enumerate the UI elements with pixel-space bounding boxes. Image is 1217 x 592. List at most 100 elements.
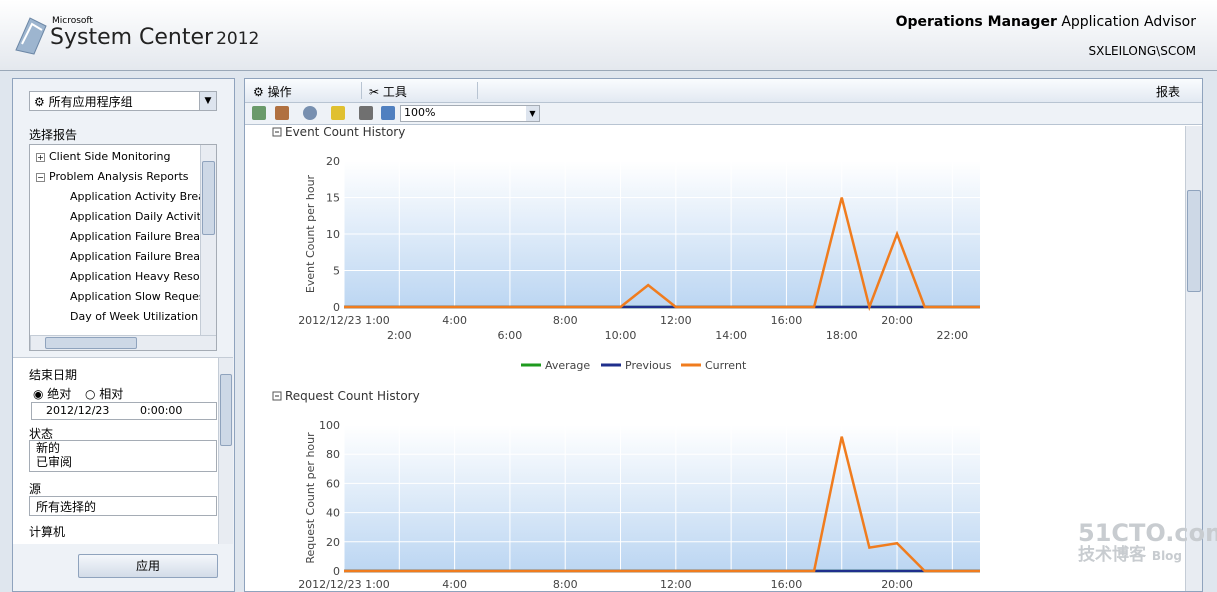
zoom-select[interactable]: 100% ▼ <box>400 105 540 122</box>
date-text: 2012/12/23 <box>46 404 110 417</box>
y-tick-label: 80 <box>326 448 340 461</box>
reports-menu[interactable]: 报表 <box>1155 85 1180 99</box>
y-tick-label: 15 <box>326 192 340 205</box>
tree-item[interactable]: − Problem Analysis Reports <box>36 168 188 186</box>
brand-version: 2012 <box>216 29 260 49</box>
tree-label: Day of Week Utilization <box>70 310 199 323</box>
watermark-blog: Blog <box>1151 549 1183 563</box>
group-select[interactable]: ⚙ 所有应用程序组 ▼ <box>29 91 217 111</box>
tree-label: Application Failure Breakdown <box>70 230 216 243</box>
tree-item[interactable]: Application Slow Request A <box>70 288 216 306</box>
x-tick-label: 20:00 <box>881 314 913 327</box>
icon[interactable] <box>331 106 345 120</box>
x-tick-label: 20:00 <box>881 578 913 590</box>
expander[interactable]: − <box>36 172 45 182</box>
tree-hscrollbar <box>30 335 216 350</box>
x-tick-label: 22:00 <box>936 329 968 342</box>
tree-item[interactable]: Application Failure Breakdown <box>70 228 216 246</box>
source-label: 源 <box>29 482 42 496</box>
actions-text: 操作 <box>267 85 292 99</box>
sidebar: ⚙ 所有应用程序组 ▼ 选择报告 Day of Week Utilization… <box>12 78 235 592</box>
end-date-label: 结束日期 <box>29 368 78 382</box>
report-tree: Day of Week Utilization Application Slow … <box>29 144 217 351</box>
y-tick-label: 5 <box>333 265 340 278</box>
x-tick-label: 16:00 <box>771 578 803 590</box>
tree-label: Application Activity Breakdown <box>70 190 216 203</box>
tree-item[interactable]: Application Activity Breakdown <box>70 188 216 206</box>
status-label: 状态 <box>29 427 54 441</box>
tree-item[interactable]: Application Daily Activity <box>70 208 207 226</box>
tools-text: 工具 <box>382 85 407 99</box>
tree-item[interactable]: Application Heavy Resource <box>70 268 216 286</box>
x-tick-label: 8:00 <box>553 578 578 590</box>
y-tick-label: 10 <box>326 228 340 241</box>
y-tick-label: 100 <box>319 419 340 432</box>
y-axis-label: Event Count per hour <box>304 174 317 293</box>
time-text: 0:00:00 <box>140 404 183 417</box>
legend-label: Average <box>545 359 590 372</box>
watermark-cn: 技术博客 <box>1078 545 1146 565</box>
radio-relative[interactable]: ○ 相对 <box>85 387 124 401</box>
brand-small: Microsoft <box>52 16 93 26</box>
group-select-text: ⚙ 所有应用程序组 <box>34 95 133 109</box>
brand-name: System Center <box>50 25 214 50</box>
product-bold: Operations Manager <box>895 14 1057 30</box>
param-scrollbar <box>218 358 233 544</box>
icon[interactable] <box>381 106 395 120</box>
x-tick-label: 8:00 <box>553 314 578 327</box>
tree-label: Application Daily Activity <box>70 210 208 223</box>
status-list[interactable]: 新的 已审阅 <box>29 440 217 472</box>
x-tick-label: 10:00 <box>605 329 637 342</box>
y-axis-label: Request Count per hour <box>304 432 317 564</box>
brand: System Center 2012 <box>50 25 259 50</box>
x-tick-label: 18:00 <box>826 329 858 342</box>
icon[interactable] <box>359 106 373 120</box>
status-0: 新的 <box>36 441 61 455</box>
product: Operations Manager Application Advisor <box>896 14 1196 30</box>
y-tick-label: 0 <box>333 301 340 314</box>
actions-menu[interactable]: ⚙ 操作 <box>253 85 292 99</box>
dropdown-arrow: ▼ <box>199 92 216 110</box>
tree-label: Problem Analysis Reports <box>49 170 189 183</box>
tree-label: Application Failure Breakdown <box>70 250 216 263</box>
date-input[interactable]: 2012/12/23 0:00:00 <box>31 402 217 420</box>
y-tick-label: 20 <box>326 536 340 549</box>
apply-button[interactable]: 应用 <box>78 554 218 578</box>
y-tick-label: 20 <box>326 155 340 168</box>
icon[interactable] <box>303 106 317 120</box>
group-select-value: 所有应用程序组 <box>48 95 133 109</box>
x-tick-label: 4:00 <box>442 578 467 590</box>
status-1: 已审阅 <box>36 455 73 469</box>
x-tick-label: 4:00 <box>442 314 467 327</box>
x-tick-label: 12:00 <box>660 314 692 327</box>
x-tick-label: 6:00 <box>498 329 523 342</box>
legend-label: Current <box>705 359 747 372</box>
product-name: Application Advisor <box>1061 14 1196 30</box>
chart-title: Request Count History <box>285 389 420 403</box>
toolbar: 100% ▼ <box>245 103 1202 125</box>
chart-title: Event Count History <box>285 125 405 139</box>
x-tick-label: 2012/12/23 1:00 <box>298 314 390 327</box>
radio-absolute[interactable]: ◉ 绝对 <box>33 387 72 401</box>
icon[interactable] <box>275 106 289 120</box>
logo <box>15 17 47 55</box>
tree-item[interactable]: Day of Week Utilization <box>70 308 198 326</box>
x-tick-label: 16:00 <box>771 314 803 327</box>
report-label: 选择报告 <box>29 128 78 142</box>
tools-menu[interactable]: ✂ 工具 <box>369 85 407 99</box>
icon[interactable] <box>252 106 266 120</box>
header: Microsoft System Center 2012 Operations M… <box>0 0 1217 71</box>
content-scrollbar <box>1185 126 1202 591</box>
tree-item[interactable]: + Client Side Monitoring <box>36 148 170 166</box>
expander[interactable]: + <box>36 152 45 162</box>
legend-label: Previous <box>625 359 672 372</box>
watermark-site: 51CTO.com <box>1078 519 1217 547</box>
tree-item[interactable]: Application Failure Breakdown <box>70 248 216 266</box>
x-tick-label: 12:00 <box>660 578 692 590</box>
source-select[interactable]: 所有选择的 <box>29 496 217 516</box>
tree-label: Client Side Monitoring <box>49 150 171 163</box>
report-content: Event Count History 0 5 10 15 20 Event Count p… <box>272 125 980 590</box>
user: SXLEILONG\SCOM <box>1088 44 1196 58</box>
series-line <box>344 197 980 312</box>
